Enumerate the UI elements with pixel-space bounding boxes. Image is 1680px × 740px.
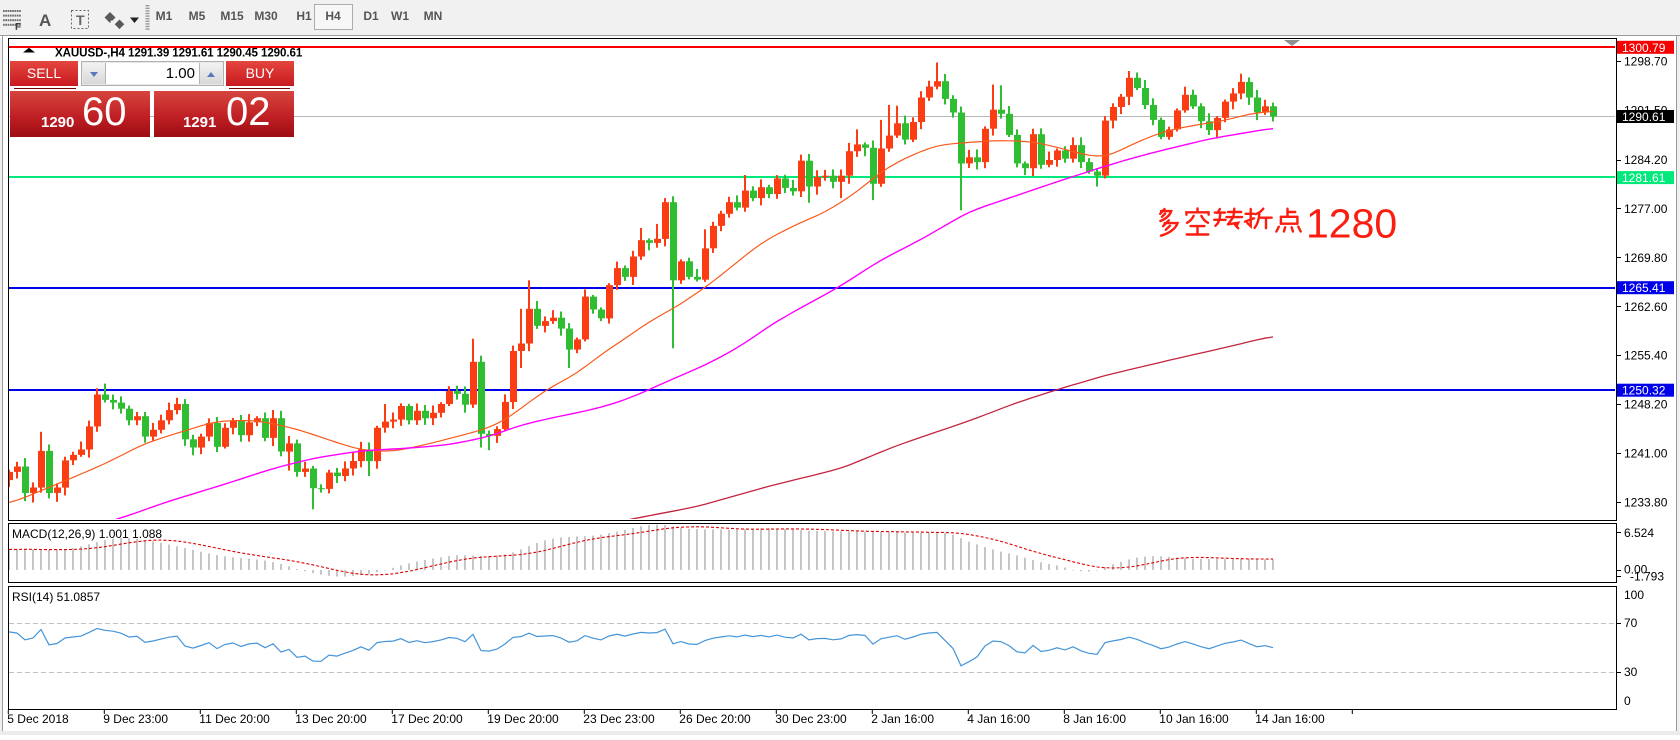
svg-text:13 Dec 20:00: 13 Dec 20:00 <box>295 712 367 726</box>
svg-text:T: T <box>76 12 85 28</box>
svg-text:6.524: 6.524 <box>1624 526 1654 540</box>
svg-text:1233.80: 1233.80 <box>1624 496 1668 510</box>
svg-text:1262.60: 1262.60 <box>1624 300 1668 314</box>
svg-text:19 Dec 20:00: 19 Dec 20:00 <box>487 712 559 726</box>
svg-text:30 Dec 23:00: 30 Dec 23:00 <box>775 712 847 726</box>
svg-text:17 Dec 20:00: 17 Dec 20:00 <box>391 712 463 726</box>
svg-text:11 Dec 20:00: 11 Dec 20:00 <box>199 712 270 726</box>
svg-text:XAUUSD-,H4 1291.39 1291.61 12: XAUUSD-,H4 1291.39 1291.61 1290.45 1290.… <box>55 47 303 60</box>
svg-text:1250.32: 1250.32 <box>1622 384 1666 398</box>
svg-text:1269.80: 1269.80 <box>1624 251 1668 265</box>
svg-text:0: 0 <box>1624 694 1631 708</box>
svg-text:1298.70: 1298.70 <box>1624 55 1668 69</box>
svg-text:2 Jan 16:00: 2 Jan 16:00 <box>871 712 934 726</box>
svg-text:1290.61: 1290.61 <box>1622 110 1666 124</box>
svg-text:1300.79: 1300.79 <box>1622 41 1666 55</box>
svg-text:10 Jan 16:00: 10 Jan 16:00 <box>1159 712 1229 726</box>
svg-text:1280: 1280 <box>1306 201 1397 247</box>
svg-text:8 Jan 16:00: 8 Jan 16:00 <box>1063 712 1126 726</box>
svg-text:23 Dec 23:00: 23 Dec 23:00 <box>583 712 655 726</box>
svg-text:30: 30 <box>1624 665 1638 679</box>
svg-text:1265.41: 1265.41 <box>1622 281 1666 295</box>
svg-text:1248.20: 1248.20 <box>1624 398 1668 412</box>
svg-text:9 Dec 23:00: 9 Dec 23:00 <box>103 712 168 726</box>
svg-text:1281.61: 1281.61 <box>1622 171 1666 185</box>
svg-text:-1.793: -1.793 <box>1630 570 1664 584</box>
svg-text:26 Dec 20:00: 26 Dec 20:00 <box>679 712 751 726</box>
svg-text:70: 70 <box>1624 616 1638 630</box>
svg-text:F: F <box>15 22 21 33</box>
svg-text:1241.00: 1241.00 <box>1624 447 1668 461</box>
svg-text:4 Jan 16:00: 4 Jan 16:00 <box>967 712 1030 726</box>
svg-text:1284.20: 1284.20 <box>1624 153 1668 167</box>
svg-text:1277.00: 1277.00 <box>1624 202 1668 216</box>
svg-text:RSI(14) 51.0857: RSI(14) 51.0857 <box>12 590 100 604</box>
svg-text:1255.40: 1255.40 <box>1624 349 1668 363</box>
svg-text:5 Dec 2018: 5 Dec 2018 <box>7 712 69 726</box>
svg-text:A: A <box>39 11 51 30</box>
svg-text:MACD(12,26,9) 1.001 1.088: MACD(12,26,9) 1.001 1.088 <box>12 527 162 541</box>
svg-text:100: 100 <box>1624 588 1644 602</box>
svg-text:14 Jan 16:00: 14 Jan 16:00 <box>1255 712 1325 726</box>
svg-text:0.00: 0.00 <box>1624 563 1648 577</box>
